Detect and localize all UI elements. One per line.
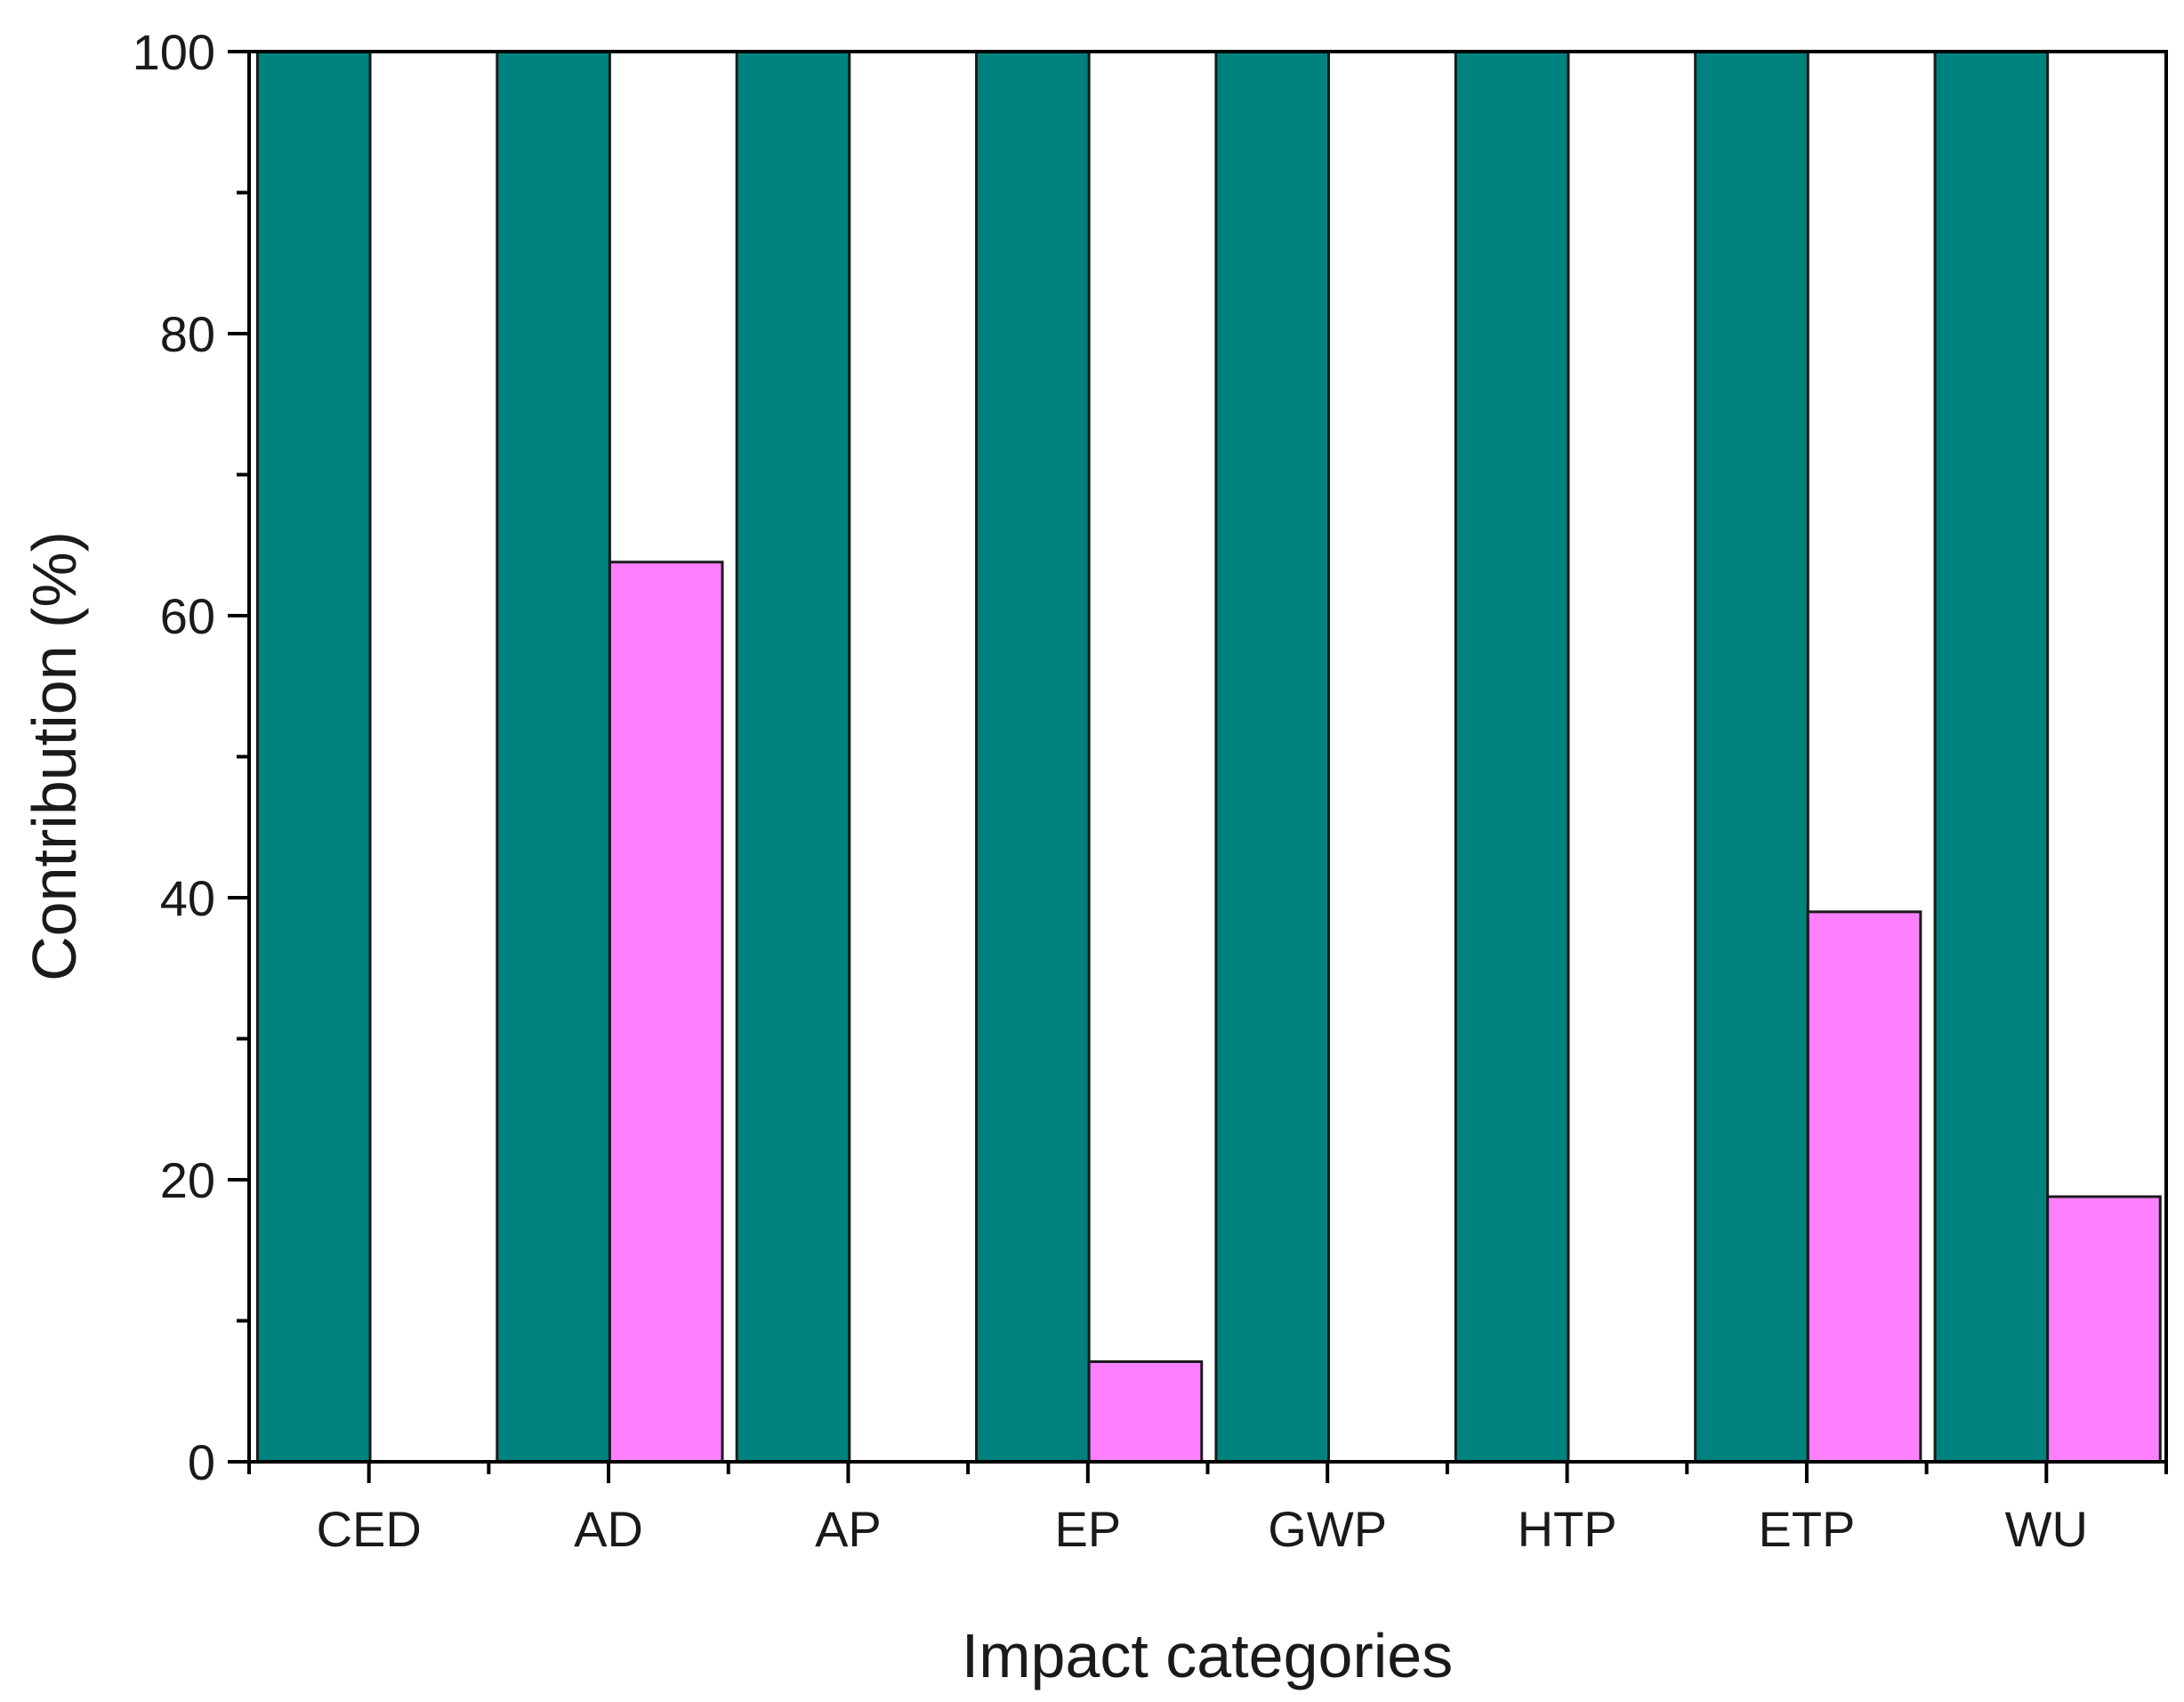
- y-tick-label-60: 60: [160, 588, 215, 644]
- bar-etp-series-2: [1806, 910, 1922, 1464]
- x-tick-label-ced: CED: [317, 1501, 422, 1557]
- y-tick-label-80: 80: [160, 306, 215, 362]
- y-axis-title: Contribution (%): [20, 531, 89, 981]
- y-tick-label-100: 100: [133, 24, 215, 80]
- bar-ep-series-2: [1087, 1359, 1204, 1464]
- x-tick-label-etp: ETP: [1758, 1501, 1855, 1557]
- bar-ad-series-2: [608, 561, 724, 1464]
- bars-group: [255, 50, 2162, 1464]
- x-tick-label-wu: WU: [2005, 1501, 2088, 1557]
- bar-ad-series-1: [496, 50, 611, 1464]
- x-tick-label-ep: EP: [1054, 1501, 1121, 1557]
- bar-htp-series-1: [1454, 50, 1570, 1464]
- x-tick-label-ad: AD: [574, 1501, 643, 1557]
- bar-ep-series-1: [975, 50, 1091, 1464]
- y-tick-label-40: 40: [160, 870, 215, 926]
- x-tick-label-ap: AP: [815, 1501, 882, 1557]
- bar-wu-series-2: [2046, 1195, 2162, 1464]
- bar-etp-series-1: [1694, 50, 1809, 1464]
- x-tick-label-gwp: GWP: [1268, 1501, 1387, 1557]
- x-axis-title: Impact categories: [962, 1621, 1453, 1690]
- axes-group: 0 20 40 60 80 100 CED AD AP EP GWP HTP ETP WU: [133, 24, 2168, 1557]
- x-tick-label-htp: HTP: [1518, 1501, 1617, 1557]
- bar-ced-series-1: [255, 50, 372, 1464]
- y-tick-label-0: 0: [188, 1434, 215, 1490]
- y-tick-label-20: 20: [160, 1152, 215, 1208]
- bar-gwp-series-1: [1214, 50, 1331, 1464]
- bar-wu-series-1: [1933, 50, 2050, 1464]
- bar-ap-series-1: [735, 50, 851, 1464]
